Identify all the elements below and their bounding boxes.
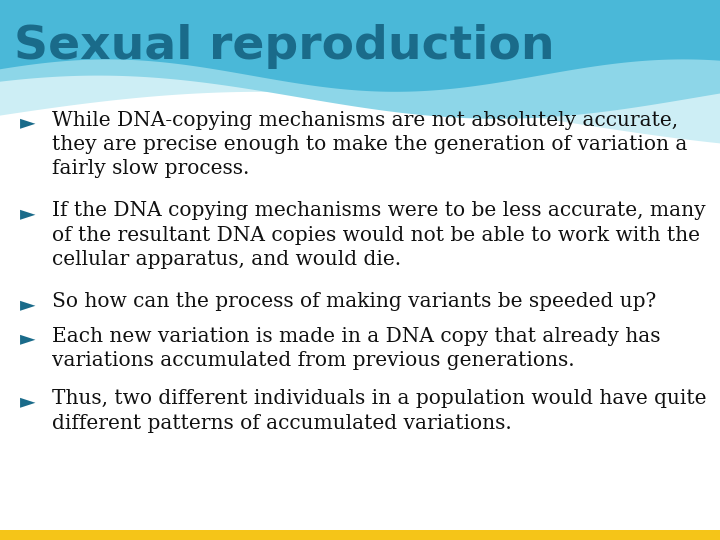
- Text: While DNA-copying mechanisms are not absolutely accurate,
they are precise enoug: While DNA-copying mechanisms are not abs…: [52, 111, 687, 178]
- Text: Each new variation is made in a DNA copy that already has
variations accumulated: Each new variation is made in a DNA copy…: [52, 327, 660, 370]
- Polygon shape: [0, 0, 720, 119]
- Text: ►: ►: [20, 113, 36, 132]
- Bar: [0, 530, 720, 540]
- Text: Sexual reproduction: Sexual reproduction: [14, 24, 555, 69]
- Text: Thus, two different individuals in a population would have quite
different patte: Thus, two different individuals in a pop…: [52, 389, 706, 433]
- Text: If the DNA copying mechanisms were to be less accurate, many
of the resultant DN: If the DNA copying mechanisms were to be…: [52, 201, 706, 269]
- Text: ►: ►: [20, 204, 36, 223]
- Text: So how can the process of making variants be speeded up?: So how can the process of making variant…: [52, 292, 656, 311]
- Text: ►: ►: [20, 295, 36, 314]
- Polygon shape: [0, 0, 720, 144]
- Polygon shape: [0, 0, 720, 92]
- Text: ►: ►: [20, 392, 36, 411]
- Text: ►: ►: [20, 329, 36, 348]
